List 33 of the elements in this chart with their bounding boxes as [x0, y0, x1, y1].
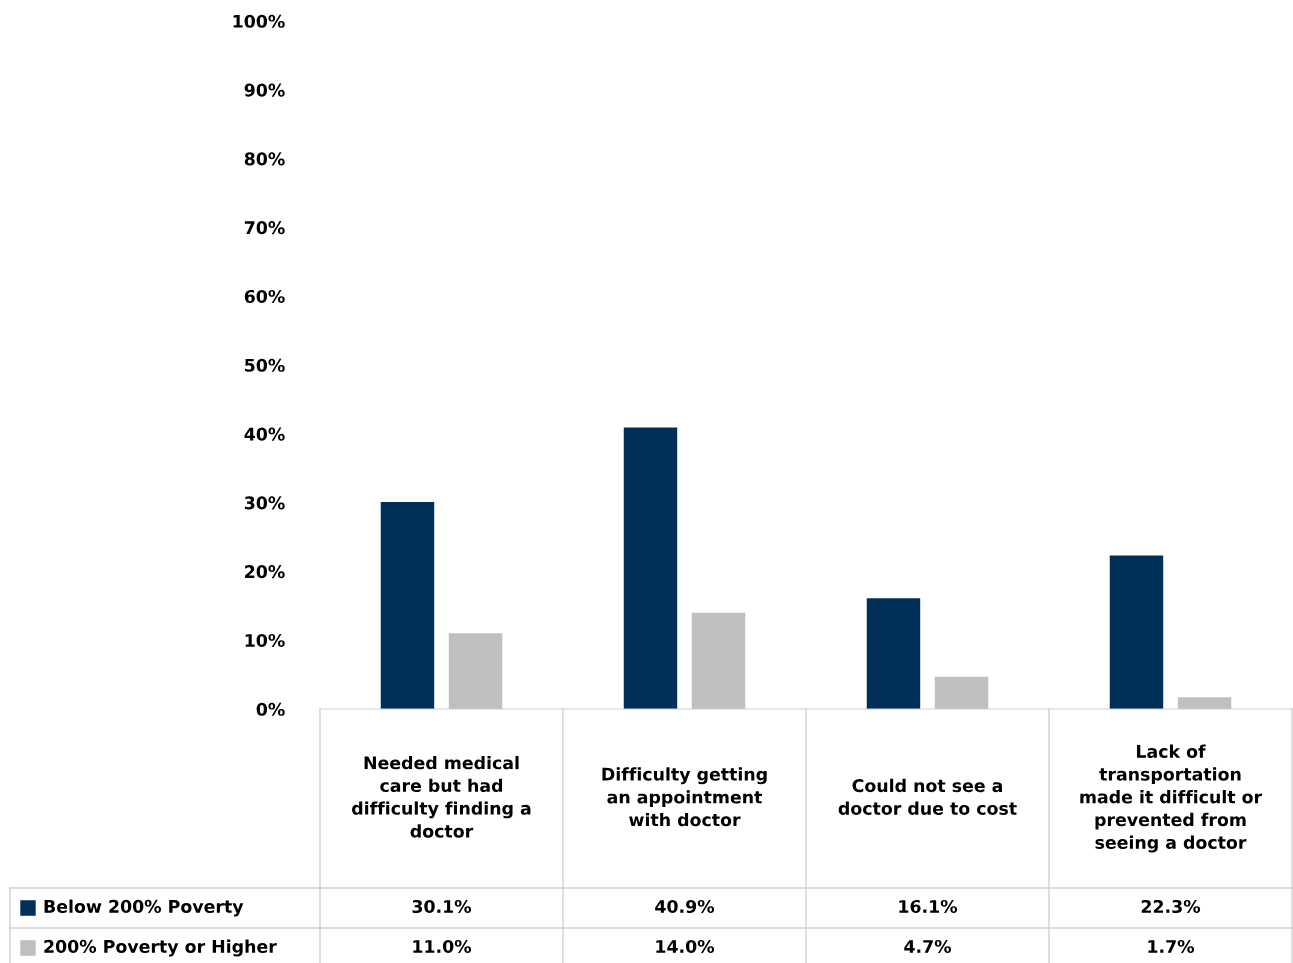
- y-tick-label: 90%: [244, 83, 285, 97]
- data-label: 16.1%: [899, 899, 958, 914]
- bar: [380, 501, 435, 709]
- data-label: 1.7%: [1148, 939, 1195, 954]
- y-tick-label: 10%: [245, 633, 285, 648]
- legend-label: Below 200% Poverty: [44, 899, 244, 917]
- x-tick-label: Difficulty getting an appointment with doctor: [602, 767, 767, 827]
- bar: [691, 612, 746, 709]
- bar: [623, 427, 678, 709]
- bar: [1177, 697, 1232, 709]
- y-tick-label: 0%: [256, 702, 285, 716]
- data-label: 30.1%: [412, 899, 472, 914]
- y-tick-label: 70%: [244, 221, 285, 235]
- bar: [934, 676, 989, 709]
- y-tick-label: 60%: [244, 289, 285, 304]
- y-tick-label: 20%: [245, 565, 285, 579]
- y-tick-label: 30%: [244, 496, 285, 510]
- y-tick-label: 100%: [233, 14, 285, 28]
- data-label: 22.3%: [1141, 899, 1201, 914]
- data-label: 11.0%: [413, 939, 472, 954]
- y-tick-label: 80%: [244, 152, 285, 166]
- bar: [448, 633, 503, 709]
- bar: [1109, 555, 1164, 709]
- data-label: 4.7%: [904, 939, 952, 954]
- legend-label: 200% Poverty or Higher: [44, 939, 277, 957]
- x-tick-label: Could not see a doctor due to cost: [838, 778, 1017, 815]
- x-tick-label: Lack of transportation made it difficult or prevented from seeing a doctor: [1080, 744, 1263, 853]
- data-label: 14.0%: [656, 939, 715, 954]
- y-tick-label: 40%: [244, 427, 285, 441]
- x-tick-label: Needed medical care but had difficulty finding a doctor: [352, 755, 531, 838]
- data-label: 40.9%: [655, 899, 715, 914]
- bar: [866, 598, 921, 709]
- y-tick-label: 50%: [245, 358, 285, 372]
